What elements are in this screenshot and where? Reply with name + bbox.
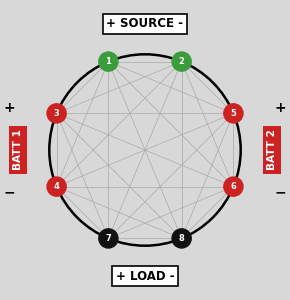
Text: 5: 5: [231, 109, 236, 118]
Text: −: −: [3, 185, 15, 199]
Text: −: −: [275, 185, 287, 199]
Text: 8: 8: [179, 234, 184, 243]
Text: + SOURCE -: + SOURCE -: [106, 17, 184, 30]
Text: 7: 7: [106, 234, 111, 243]
Text: 3: 3: [54, 109, 59, 118]
Circle shape: [47, 104, 66, 123]
Text: 1: 1: [106, 57, 111, 66]
Text: +: +: [275, 101, 287, 115]
Circle shape: [172, 52, 191, 71]
Text: BATT 1: BATT 1: [13, 130, 23, 170]
Text: + LOAD -: + LOAD -: [116, 270, 174, 283]
Circle shape: [224, 104, 243, 123]
Text: 6: 6: [231, 182, 236, 191]
Circle shape: [47, 177, 66, 196]
Circle shape: [99, 229, 118, 248]
Circle shape: [172, 229, 191, 248]
Text: BATT 2: BATT 2: [267, 130, 277, 170]
Circle shape: [224, 177, 243, 196]
Text: +: +: [3, 101, 15, 115]
Text: 2: 2: [179, 57, 184, 66]
Circle shape: [99, 52, 118, 71]
Text: 4: 4: [54, 182, 59, 191]
